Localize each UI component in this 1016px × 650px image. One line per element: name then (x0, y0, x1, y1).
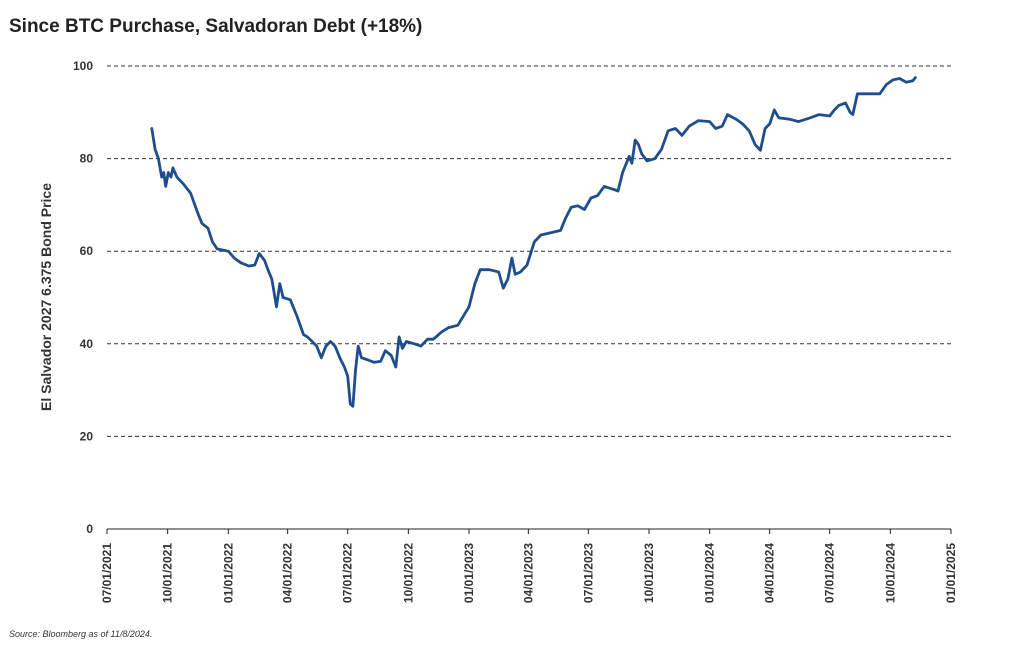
x-tick-label-13: 10/01/2024 (883, 543, 897, 603)
x-tick-label-14: 01/01/2025 (944, 543, 958, 603)
y-tick-label-60: 60 (80, 244, 94, 258)
y-tick-label-80: 80 (80, 152, 94, 166)
x-tick-label-4: 07/01/2022 (341, 543, 355, 603)
x-tick-label-0: 07/01/2021 (100, 543, 114, 603)
x-tick-label-2: 01/01/2022 (221, 543, 235, 603)
x-tick-label-5: 10/01/2022 (401, 543, 415, 603)
source-note: Source: Bloomberg as of 11/8/2024. (9, 629, 153, 639)
y-tick-label-0: 0 (86, 522, 93, 536)
x-tick-label-12: 07/01/2024 (823, 543, 837, 603)
series-layer (150, 76, 917, 408)
y-tick-label-20: 20 (80, 429, 94, 443)
x-tick-labels: 07/01/2021 10/01/2021 01/01/2022 04/01/2022… (100, 543, 958, 603)
x-tick-label-7: 04/01/2023 (521, 543, 535, 603)
y-axis-label: El Salvador 2027 6.375 Bond Price (38, 183, 54, 411)
x-tick-label-10: 01/01/2024 (703, 543, 717, 603)
gridlines (107, 65, 951, 437)
y-tick-label-100: 100 (73, 59, 93, 73)
y-tick-labels: 0 20 40 60 80 100 (73, 59, 93, 536)
x-tick-label-8: 07/01/2023 (581, 543, 595, 603)
x-tick-label-9: 10/01/2023 (642, 543, 656, 603)
x-tick-label-11: 04/01/2024 (763, 543, 777, 603)
series-line-0 (150, 76, 917, 408)
chart-title: Since BTC Purchase, Salvadoran Debt (+18… (9, 16, 423, 37)
x-tick-label-3: 04/01/2022 (281, 543, 295, 603)
x-tick-label-6: 01/01/2023 (462, 543, 476, 603)
x-axis (106, 528, 952, 534)
y-tick-label-40: 40 (80, 337, 94, 351)
x-tick-label-1: 10/01/2021 (161, 543, 175, 603)
